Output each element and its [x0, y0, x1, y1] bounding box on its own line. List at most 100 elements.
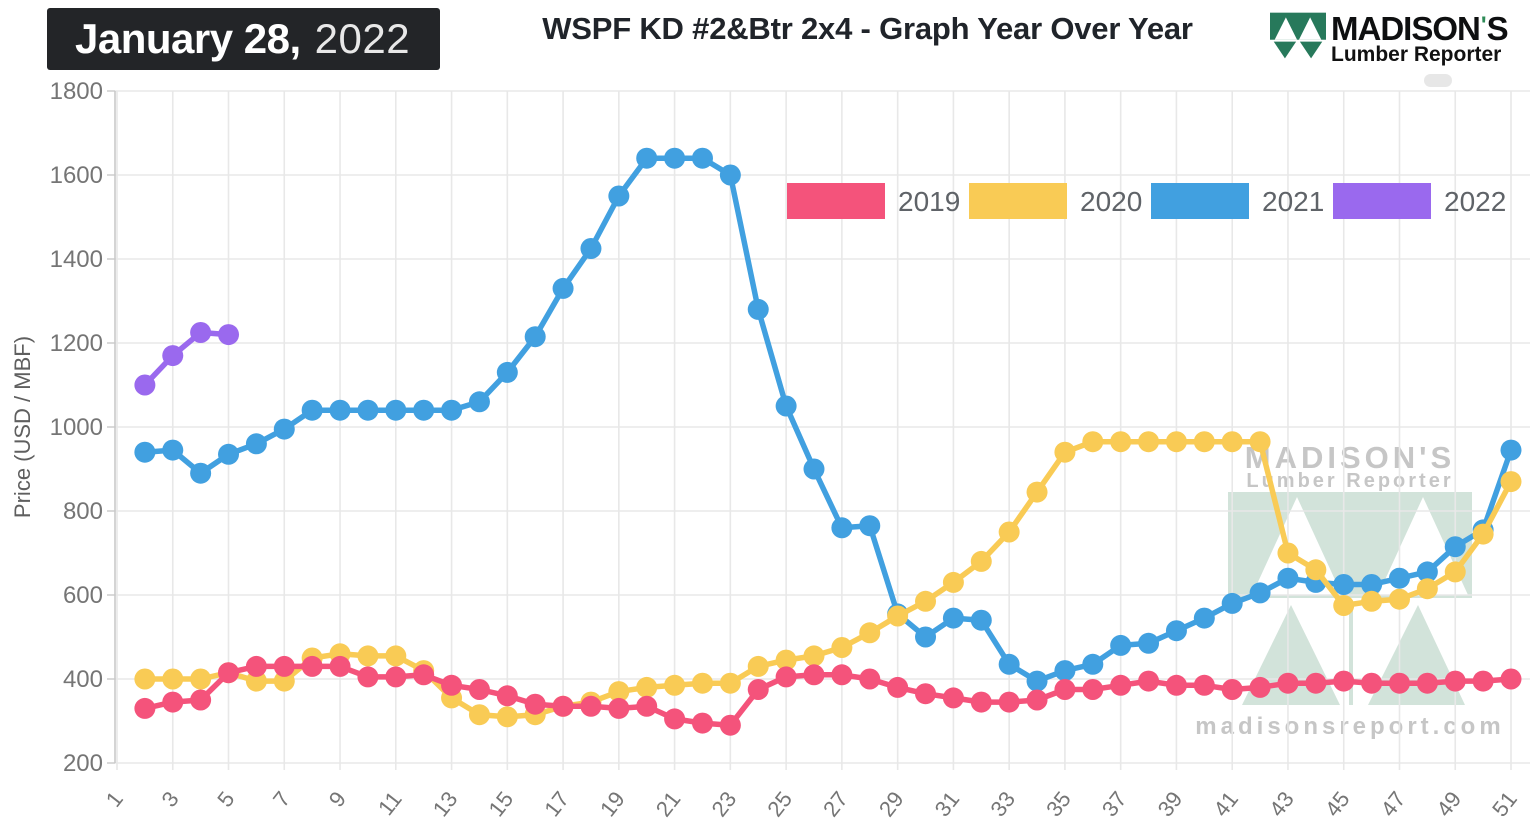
series-2021-point[interactable] [831, 517, 853, 539]
series-2021-point[interactable] [775, 395, 797, 417]
series-2019-point[interactable] [998, 691, 1020, 713]
series-2021-point[interactable] [190, 462, 212, 484]
series-2020-point[interactable] [273, 670, 295, 692]
series-2022-point[interactable] [218, 324, 240, 346]
legend-item-2022[interactable]: 2022 [1333, 183, 1506, 219]
series-2021-point[interactable] [664, 147, 686, 169]
series-2021-point[interactable] [1249, 582, 1271, 604]
series-2020-point[interactable] [831, 637, 853, 658]
series-2021-point[interactable] [942, 607, 964, 629]
series-2021-point[interactable] [719, 164, 741, 186]
series-2021-point[interactable] [524, 326, 546, 348]
series-2020-point[interactable] [496, 706, 518, 728]
series-2020-point[interactable] [942, 571, 964, 593]
series-2019-point[interactable] [719, 714, 741, 736]
series-2020-point[interactable] [190, 668, 212, 690]
series-2019-point[interactable] [329, 655, 351, 677]
series-2020-point[interactable] [998, 521, 1020, 543]
series-2019-point[interactable] [970, 691, 992, 713]
series-2020-point[interactable] [803, 645, 825, 667]
series-2020-point[interactable] [245, 670, 267, 692]
series-2019-point[interactable] [301, 655, 323, 677]
series-2019-point[interactable] [580, 695, 602, 717]
series-2019-point[interactable] [664, 708, 686, 730]
series-2021-point[interactable] [803, 458, 825, 480]
series-2021-point[interactable] [162, 439, 184, 461]
series-2020-point[interactable] [691, 672, 713, 694]
series-2019-point[interactable] [413, 664, 435, 686]
series-2020-point[interactable] [1444, 561, 1466, 583]
series-2021-point[interactable] [1054, 660, 1076, 682]
series-2021-point[interactable] [1082, 653, 1104, 675]
series-2019-point[interactable] [691, 712, 713, 734]
series-2019-point[interactable] [385, 666, 407, 688]
series-2021-point[interactable] [636, 147, 658, 169]
series-2022-point[interactable] [162, 345, 184, 367]
series-2019-point[interactable] [1472, 670, 1494, 692]
series-2019-point[interactable] [524, 693, 546, 715]
series-2019-point[interactable] [1444, 670, 1466, 692]
series-2019-point[interactable] [468, 679, 490, 700]
series-2019-point[interactable] [357, 666, 379, 688]
series-2021-point[interactable] [301, 399, 323, 421]
series-2019-point[interactable] [887, 676, 909, 698]
series-2021-point[interactable] [134, 441, 156, 463]
series-2020-point[interactable] [1193, 431, 1215, 453]
series-2021-point[interactable] [1500, 439, 1522, 461]
series-2019-point[interactable] [636, 695, 658, 717]
series-2020-point[interactable] [1388, 588, 1410, 610]
series-2019-point[interactable] [1388, 672, 1410, 694]
series-2020-point[interactable] [1305, 559, 1327, 581]
series-2020-point[interactable] [887, 605, 909, 627]
series-2021-point[interactable] [441, 399, 463, 421]
series-2020-point[interactable] [134, 668, 156, 690]
series-2019-point[interactable] [608, 697, 630, 719]
series-2019-point[interactable] [831, 664, 853, 686]
series-2019-point[interactable] [915, 683, 937, 705]
series-2021-point[interactable] [1026, 670, 1048, 692]
series-2019-point[interactable] [245, 655, 267, 677]
series-2019-point[interactable] [1500, 668, 1522, 690]
series-2021-point[interactable] [552, 277, 574, 299]
series-2021-point[interactable] [1416, 561, 1438, 583]
series-2019-point[interactable] [496, 685, 518, 707]
series-2019-point[interactable] [1305, 672, 1327, 694]
series-2020-point[interactable] [970, 550, 992, 572]
series-2019-point[interactable] [1277, 672, 1299, 694]
series-2021-point[interactable] [329, 399, 351, 421]
series-2020-point[interactable] [385, 645, 407, 667]
series-2020-point[interactable] [162, 668, 184, 690]
series-2019-point[interactable] [775, 666, 797, 688]
series-2019-point[interactable] [1249, 676, 1271, 698]
series-2020-point[interactable] [1082, 431, 1104, 453]
series-2020-point[interactable] [1054, 441, 1076, 463]
series-2019-point[interactable] [747, 679, 769, 700]
series-2020-point[interactable] [719, 672, 741, 694]
series-2020-point[interactable] [859, 622, 881, 644]
series-2020-point[interactable] [1500, 471, 1522, 493]
series-2019-point[interactable] [1333, 670, 1355, 692]
series-2020-point[interactable] [608, 681, 630, 703]
series-2021-point[interactable] [1444, 536, 1466, 558]
series-2021-point[interactable] [357, 399, 379, 421]
series-2021-point[interactable] [273, 418, 295, 440]
series-2020-point[interactable] [1472, 523, 1494, 545]
series-2019-point[interactable] [162, 691, 184, 713]
series-2020-point[interactable] [747, 655, 769, 677]
series-2021-point[interactable] [1333, 574, 1355, 595]
series-2021-point[interactable] [413, 399, 435, 421]
series-2019-point[interactable] [803, 664, 825, 686]
series-2019-point[interactable] [1361, 672, 1383, 694]
series-2019-point[interactable] [218, 662, 240, 684]
series-2021-point[interactable] [1165, 620, 1187, 642]
series-2021-point[interactable] [1361, 574, 1383, 595]
series-2021-point[interactable] [691, 147, 713, 169]
series-2021-point[interactable] [218, 443, 240, 465]
series-2021-point[interactable] [1138, 632, 1160, 654]
legend-item-2021[interactable]: 2021 [1151, 183, 1324, 219]
series-2020-point[interactable] [1165, 431, 1187, 453]
series-2021-point[interactable] [245, 433, 267, 455]
series-2019-point[interactable] [1082, 679, 1104, 700]
series-2020-point[interactable] [636, 676, 658, 698]
